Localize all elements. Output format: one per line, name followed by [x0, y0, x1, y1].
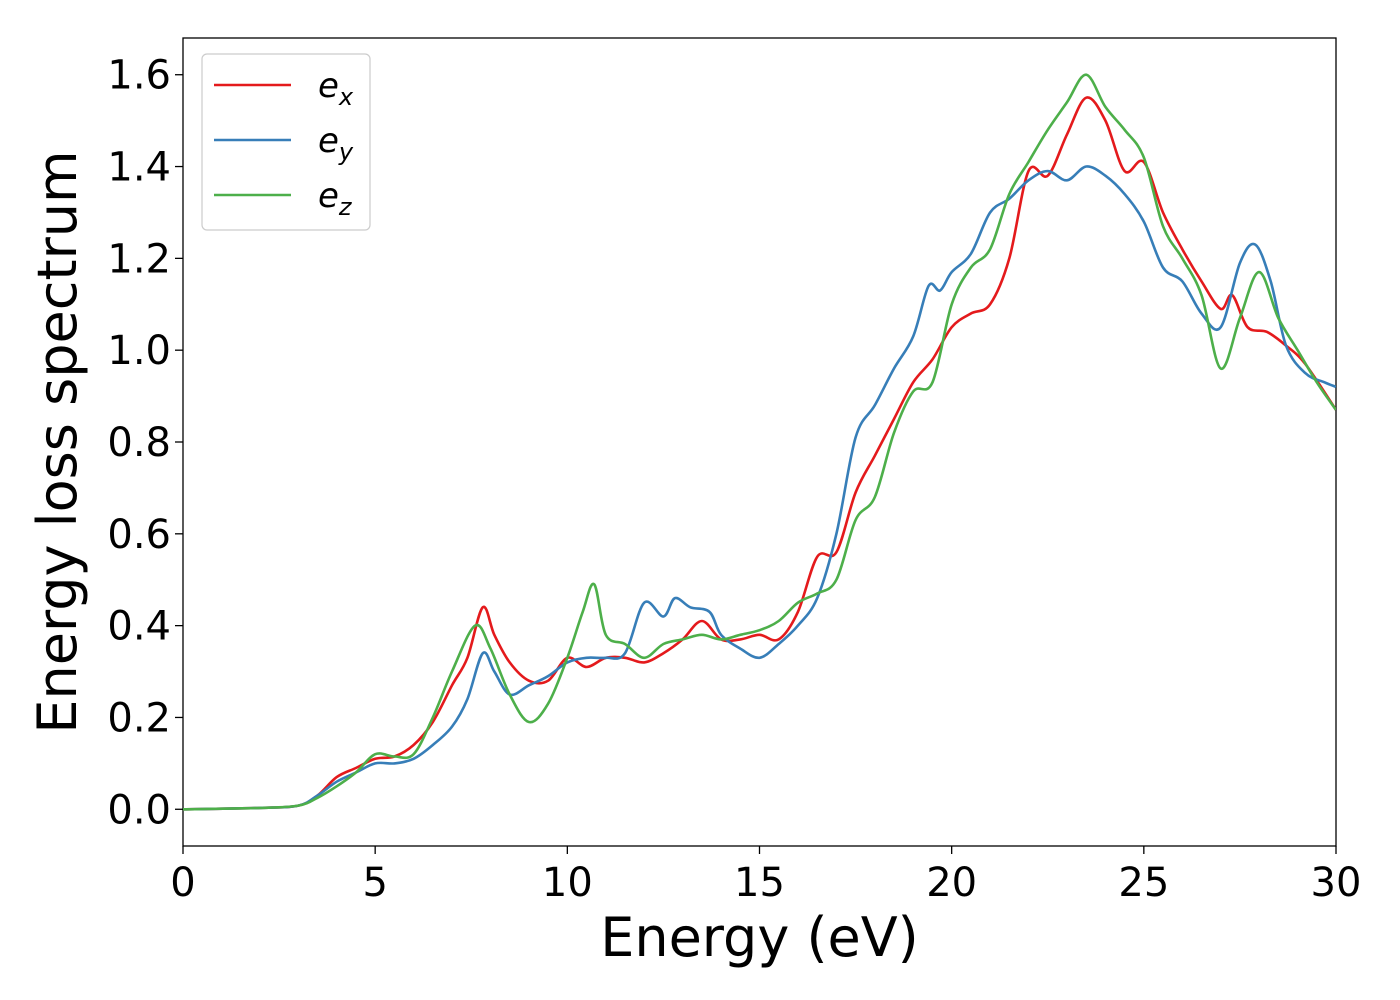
series-lines [183, 73, 1336, 811]
x-tick-label: 25 [1118, 860, 1169, 906]
x-axis: 0 5 10 15 20 25 30 [170, 846, 1361, 906]
x-tick-label: 15 [734, 860, 785, 906]
plot-area [182, 37, 1337, 847]
series-line-ex [183, 96, 1336, 811]
legend-label-subscript: x [338, 83, 354, 111]
legend-label-ex: ex [318, 66, 354, 111]
y-tick-label: 0.6 [107, 512, 171, 558]
series-line-ez [183, 73, 1336, 811]
legend-box [201, 53, 371, 231]
y-tick-label: 0.4 [107, 604, 171, 650]
x-tick-label: 20 [926, 860, 977, 906]
y-tick-label: 1.2 [107, 236, 171, 282]
y-axis-title: Energy loss spectrum [26, 150, 89, 733]
x-tick-label: 5 [362, 860, 387, 906]
plot-frame [182, 37, 1337, 847]
legend-label-subscript: z [338, 193, 353, 221]
x-tick-label: 0 [170, 860, 195, 906]
series-line-ey [183, 165, 1336, 811]
y-tick-label: 0.2 [107, 695, 171, 741]
y-tick-label: 0.0 [107, 787, 171, 833]
y-tick-label: 0.8 [107, 420, 171, 466]
x-tick-label: 10 [542, 860, 593, 906]
y-tick-label: 1.6 [107, 53, 171, 99]
legend-label-base: e [318, 176, 339, 216]
y-tick-label: 1.0 [107, 328, 171, 374]
legend-label-ez: ez [318, 176, 353, 221]
legend-label-ey: ey [318, 121, 354, 166]
x-axis-title: Energy (eV) [600, 906, 919, 969]
y-axis: 0.0 0.2 0.4 0.6 0.8 1.0 1.2 1.4 1.6 [107, 53, 183, 833]
legend-label-subscript: y [338, 138, 354, 166]
x-tick-label: 30 [1311, 860, 1362, 906]
y-tick-label: 1.4 [107, 145, 171, 191]
legend-label-base: e [318, 66, 339, 106]
legend-label-base: e [318, 121, 339, 161]
